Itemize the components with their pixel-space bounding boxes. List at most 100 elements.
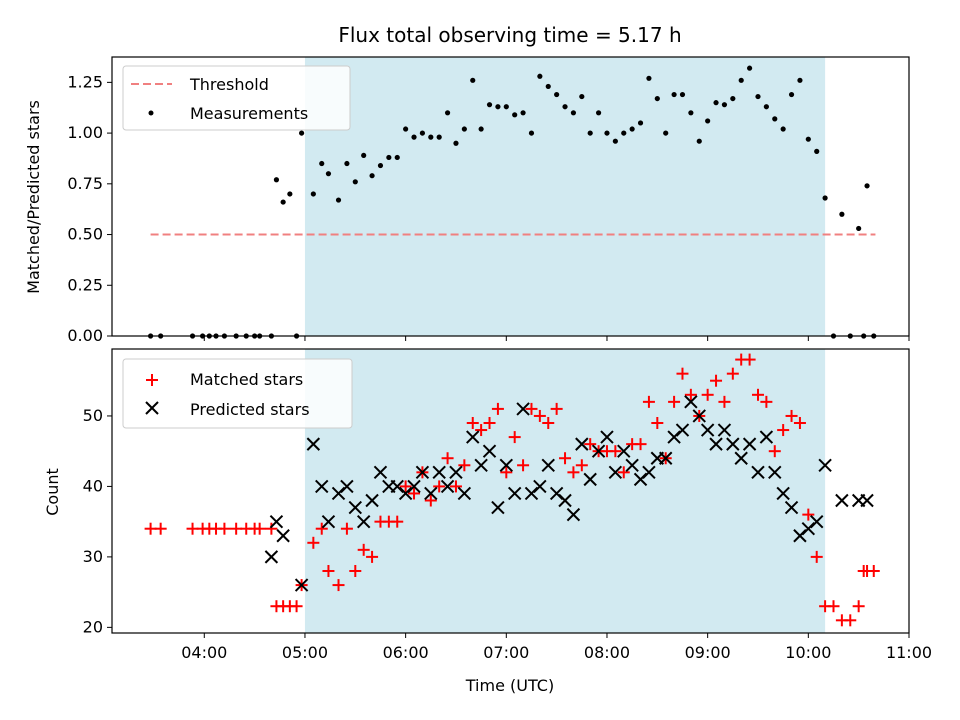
predicted-stars-legend-swatch (145, 401, 159, 415)
threshold-legend-label: Threshold (189, 75, 269, 94)
predicted-stars-point (658, 451, 673, 465)
matched-stars-point (424, 494, 437, 507)
measurement-point (512, 112, 518, 118)
measurement-point (377, 162, 384, 169)
matched-stars-point (349, 564, 362, 577)
measurement-point (554, 91, 560, 98)
x-tick-label: 05:00 (282, 643, 328, 662)
top-legend: Threshold Measurements (122, 65, 351, 131)
measurement-point (411, 134, 417, 140)
top-y-tick-label: 1.00 (67, 123, 103, 142)
matched-stars-point (768, 445, 781, 458)
predicted-stars-point (675, 423, 690, 437)
measurement-point (805, 136, 811, 142)
predicted-stars-point (373, 465, 388, 480)
measurement-point (772, 116, 778, 122)
matched-stars-point (517, 459, 530, 472)
matched-stars-point (475, 424, 488, 437)
bottom-y-tick-label: 40 (83, 476, 103, 495)
x-tick-label: 04:00 (181, 643, 227, 662)
measurement-point (273, 177, 280, 183)
measurement-point (780, 126, 786, 132)
measurement-point (319, 160, 325, 167)
predicted-stars-point (717, 423, 732, 437)
bottom-plot-area (144, 353, 880, 627)
matched-stars-point (567, 466, 580, 479)
measurement-point (537, 73, 543, 79)
matched-stars-point (760, 395, 773, 408)
predicted-stars-point (365, 493, 379, 508)
predicted-stars-point (407, 479, 421, 494)
measurement-point (478, 126, 484, 132)
matched-stars-point (802, 508, 815, 521)
measurement-point (394, 154, 400, 161)
measurement-point (280, 199, 286, 205)
matched-stars-point (609, 445, 622, 458)
matched-stars-point (340, 522, 353, 535)
matched-stars-point (867, 564, 880, 577)
measurement-point (663, 130, 669, 136)
matched-stars-point (743, 353, 756, 366)
predicted-stars-point (642, 465, 656, 480)
predicted-stars-point (424, 486, 438, 501)
matched-stars-legend-label: Matched stars (190, 370, 303, 389)
predicted-stars-point (617, 444, 631, 458)
measurement-point (612, 138, 618, 144)
measurement-point (705, 118, 711, 124)
measurement-point (344, 160, 350, 167)
measurement-point (738, 77, 744, 83)
measurement-point (470, 77, 476, 83)
predicted-stars-point (566, 507, 581, 522)
matched-stars-point (525, 402, 538, 415)
matched-stars-point (584, 438, 597, 451)
matched-stars-point (399, 480, 412, 493)
matched-stars-point (676, 367, 689, 380)
measurement-point (361, 152, 367, 159)
matched-stars-point (852, 600, 865, 613)
top-plot-area (147, 65, 877, 339)
predicted-stars-point (516, 402, 530, 416)
predicted-stars-point (768, 465, 782, 480)
predicted-stars-point (583, 472, 597, 487)
measurement-point (747, 65, 753, 71)
predicted-stars-point (269, 514, 284, 529)
matched-stars-point (408, 487, 421, 500)
measurement-point (403, 126, 409, 132)
predicted-stars-point (700, 423, 715, 437)
matched-stars-point (617, 466, 630, 479)
matched-stars-point (449, 480, 462, 493)
matched-stars-point (701, 388, 714, 401)
matched-stars-point (144, 522, 157, 535)
measurement-point (325, 171, 332, 177)
predicted-stars-point (818, 458, 832, 472)
predicted-stars-point (466, 430, 480, 444)
bottom-y-ticks: 20 30 40 50 (83, 406, 112, 636)
predicted-stars-point (415, 465, 430, 480)
matched-stars-point (827, 600, 840, 613)
predicted-stars-point (432, 465, 446, 480)
x-tick-label: 09:00 (685, 643, 731, 662)
matched-stars-point (508, 431, 521, 444)
measurement-point (822, 195, 828, 201)
matched-stars-point (218, 522, 231, 535)
measurement-point (730, 95, 736, 102)
measurement-point (520, 110, 526, 116)
predicted-stars-point (860, 493, 874, 508)
predicted-stars-point (533, 479, 547, 494)
predicted-stars-point (608, 465, 623, 480)
measurement-point (721, 102, 728, 108)
predicted-stars-point (742, 437, 757, 451)
measurement-point (386, 154, 392, 161)
measurement-point (604, 130, 610, 136)
predicted-stars-point (474, 458, 488, 472)
predicted-stars-point (759, 430, 774, 444)
predicted-stars-point (709, 437, 723, 451)
matched-stars-point (253, 522, 266, 535)
measurement-point (436, 134, 442, 140)
matched-stars-point (668, 395, 681, 408)
top-observing-window-shade (304, 57, 826, 336)
measurement-point (621, 130, 627, 136)
top-axes-frame (111, 56, 910, 337)
matched-stars-point (186, 522, 199, 535)
